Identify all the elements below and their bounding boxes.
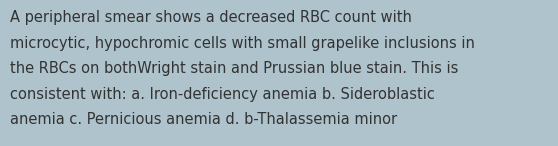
Text: anemia c. Pernicious anemia d. b-Thalassemia minor: anemia c. Pernicious anemia d. b-Thalass…	[10, 112, 397, 127]
Text: A peripheral smear shows a decreased RBC count with: A peripheral smear shows a decreased RBC…	[10, 10, 412, 25]
Text: consistent with: a. Iron-deficiency anemia b. Sideroblastic: consistent with: a. Iron-deficiency anem…	[10, 87, 435, 102]
Text: microcytic, hypochromic cells with small grapelike inclusions in: microcytic, hypochromic cells with small…	[10, 36, 475, 51]
Text: the RBCs on bothWright stain and Prussian blue stain. This is: the RBCs on bothWright stain and Prussia…	[10, 61, 459, 76]
